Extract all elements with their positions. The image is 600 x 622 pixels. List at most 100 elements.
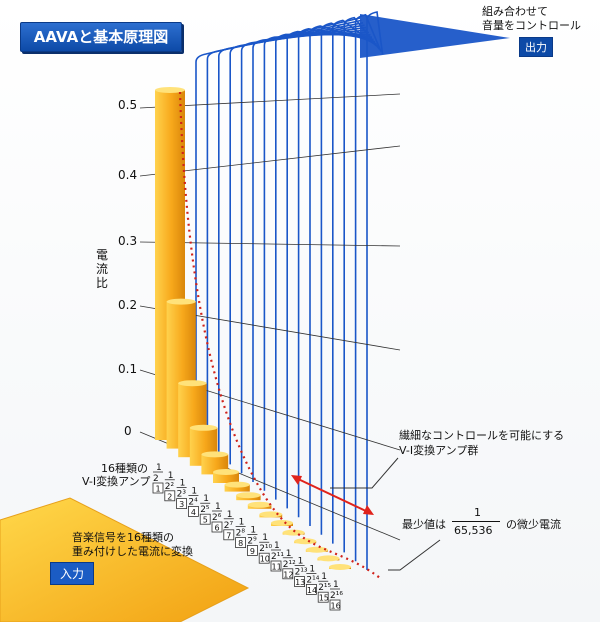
amp-index-box [294, 576, 306, 587]
wire [229, 24, 365, 465]
y-tick-label: 0.2 [118, 298, 138, 312]
fraction-numerator: 1 [203, 494, 209, 504]
wire [263, 31, 370, 491]
wire [286, 30, 373, 509]
wire [195, 17, 361, 438]
wire [309, 25, 376, 526]
amp-index: 1 [156, 485, 161, 494]
current-bar-top [329, 564, 351, 570]
fraction-numerator: 1 [180, 479, 186, 489]
input-tag: 入力 [50, 562, 95, 585]
min-value-leader [388, 539, 441, 571]
fraction-denominator: 2¹¹ [271, 552, 284, 562]
fraction-numerator: 1 [274, 541, 280, 551]
y-tick-label: 0 [124, 424, 132, 438]
amp-index-box [211, 521, 223, 533]
min-value-suffix: の微少電流 [506, 518, 561, 531]
current-bar-top [155, 87, 185, 93]
current-bar-top [271, 520, 293, 526]
current-bar-top [189, 424, 218, 431]
min-value-denominator: 65,536 [454, 524, 493, 537]
wire [275, 33, 371, 500]
amp-index: 2 [167, 492, 172, 501]
y-axis-label: 電流比 [96, 248, 112, 290]
y-tick-label: 0.1 [118, 362, 138, 376]
amp-index: 11 [272, 563, 282, 572]
wire [343, 16, 381, 553]
wire [252, 29, 368, 482]
amp-index-box [235, 537, 247, 548]
amp-index-box [282, 568, 294, 580]
fraction-denominator: 2² [165, 482, 175, 492]
amp-index-box [223, 529, 235, 541]
output-arrow-head [360, 14, 510, 58]
output-tag: 出力 [519, 37, 553, 57]
amp-index: 8 [238, 539, 243, 548]
min-value-prefix: 最少値は [402, 518, 446, 531]
fraction-numerator: 1 [250, 525, 256, 535]
amp-index-box [329, 599, 341, 611]
y-tick-label: 0.4 [118, 168, 138, 182]
input-text-line2: 重み付けした電流に変換 [72, 545, 193, 558]
input-text-line1: 音楽信号を16種類の [72, 531, 174, 544]
wire [297, 27, 374, 518]
fraction-denominator: 2⁶ [212, 513, 222, 523]
fraction-denominator: 2¹⁰ [259, 544, 272, 554]
min-value-numerator: 1 [474, 506, 481, 519]
fraction-denominator: 2⁷ [224, 521, 234, 531]
amp-index: 3 [179, 500, 184, 509]
amp-index-box [164, 490, 176, 502]
amp-index-box [152, 482, 164, 494]
fraction-denominator: 2³ [177, 490, 187, 500]
amp-index-box [187, 505, 199, 517]
input-sheet [0, 497, 250, 622]
amp-index: 13 [295, 578, 305, 587]
current-bar [224, 484, 250, 492]
fraction-numerator: 1 [168, 471, 174, 481]
current-bar-top [294, 538, 317, 545]
fraction-numerator: 1 [191, 486, 197, 496]
output-text-line1: 組み合わせて [482, 5, 548, 18]
amp-index: 9 [250, 547, 255, 556]
min-value-fraction-bar [452, 521, 500, 522]
fraction-numerator: 1 [286, 549, 292, 559]
diagram-title: AAVAと基本原理図 [20, 22, 182, 52]
amp-index-box [270, 560, 282, 572]
fraction-numerator: 1 [262, 533, 268, 543]
fraction-denominator: 2⁸ [236, 529, 246, 539]
fraction-denominator: 2⁹ [247, 536, 257, 546]
current-bar-top [259, 511, 283, 518]
fraction-numerator: 1 [298, 557, 304, 567]
current-bar-top [305, 546, 328, 553]
control-note-line2: V-I変換アンプ群 [399, 444, 479, 457]
control-note-leader [330, 457, 399, 489]
amp-index: 14 [307, 586, 317, 595]
amp-group-label: 16種類の V-I変換アンプ [82, 462, 150, 488]
wire [240, 26, 367, 474]
range-arrow-head-right [363, 505, 374, 515]
fraction-denominator: 2¹² [283, 560, 296, 570]
amp-index-box [258, 552, 270, 564]
fraction-numerator: 1 [239, 518, 245, 528]
fraction-denominator: 2¹⁴ [306, 575, 319, 585]
fraction-numerator: 1 [333, 580, 339, 590]
control-note: 繊細なコントロールを可能にする V-I変換アンプ群 [399, 428, 564, 458]
output-text-line2: 音量をコントロール [482, 19, 581, 32]
amp-index-box [199, 513, 211, 525]
amp-index: 12 [283, 570, 293, 579]
fraction-denominator: 2¹⁵ [318, 583, 331, 593]
control-note-line1: 繊細なコントロールを可能にする [399, 429, 565, 442]
wire [320, 22, 377, 535]
current-bar-top [224, 481, 250, 488]
amp-index-box [305, 584, 317, 595]
fraction-numerator: 1 [156, 463, 162, 473]
fraction-denominator: 2 [153, 474, 159, 484]
y-tick-label: 0.5 [118, 98, 138, 112]
amp-index: 5 [203, 516, 208, 525]
range-arrow-head-left [291, 475, 302, 485]
range-arrow [295, 477, 369, 513]
current-bar-top [213, 469, 239, 475]
y-tick-label: 0.3 [118, 234, 138, 248]
y-axis-label-text: 電流比 [96, 248, 109, 290]
